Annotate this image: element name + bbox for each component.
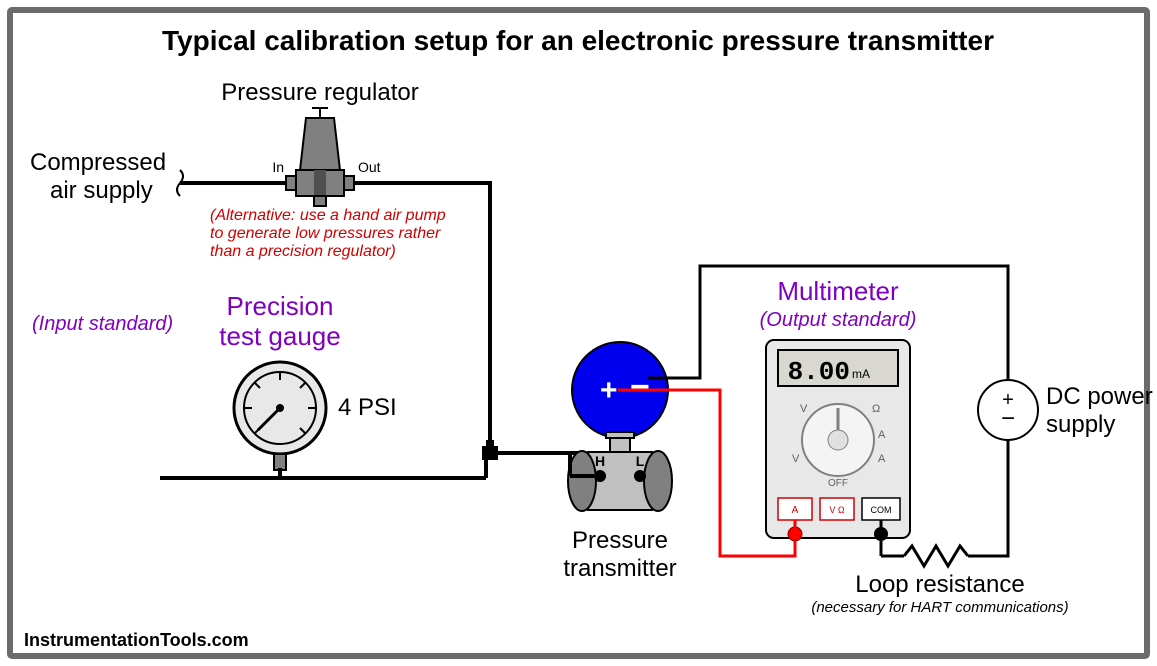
svg-text:+: + xyxy=(600,374,618,407)
svg-text:V: V xyxy=(792,453,800,465)
multimeter-label: Multimeter xyxy=(777,276,899,306)
output-standard-label: (Output standard) xyxy=(760,309,917,331)
loop-resistance-label: Loop resistance xyxy=(855,571,1024,598)
svg-text:OFF: OFF xyxy=(828,478,848,489)
regulator-label: Pressure regulator xyxy=(221,79,418,106)
svg-text:−: − xyxy=(630,368,650,406)
svg-text:mA: mA xyxy=(852,367,870,381)
svg-text:COM: COM xyxy=(871,505,892,515)
test-gauge-label: test gauge xyxy=(219,321,340,351)
reg-in-label: In xyxy=(272,159,284,175)
diagram-title: Typical calibration setup for an electro… xyxy=(162,25,994,56)
dc-label-1: DC power xyxy=(1046,383,1153,410)
input-standard-label: (Input standard) xyxy=(32,313,173,335)
gauge-reading: 4 PSI xyxy=(338,394,397,421)
svg-text:Ω: Ω xyxy=(872,403,880,415)
diagram-canvas: Typical calibration setup for an electro… xyxy=(0,0,1157,666)
precision-label: Precision xyxy=(227,291,334,321)
svg-text:V Ω: V Ω xyxy=(829,505,845,515)
dc-power-supply: + − xyxy=(978,380,1038,440)
transmitter-l: L xyxy=(636,453,645,469)
air-supply-label-1: Compressed xyxy=(30,149,166,176)
multimeter: 8.00 mA V Ω V A OFF A A V Ω COM xyxy=(766,340,910,541)
svg-text:A: A xyxy=(878,453,886,465)
alternative-note-1: (Alternative: use a hand air pump xyxy=(210,207,446,224)
alternative-note-2: to generate low pressures rather xyxy=(210,225,441,242)
watermark: InstrumentationTools.com xyxy=(24,630,249,650)
transmitter-h: H xyxy=(595,453,605,469)
loop-note: (necessary for HART communications) xyxy=(811,599,1068,616)
transmitter-label-1: Pressure xyxy=(572,527,668,554)
reg-out-label: Out xyxy=(358,159,381,175)
svg-text:A: A xyxy=(792,505,799,516)
svg-text:8.00: 8.00 xyxy=(788,357,850,387)
air-supply-label-2: air supply xyxy=(50,177,153,204)
svg-text:−: − xyxy=(1001,405,1015,432)
transmitter-label-2: transmitter xyxy=(563,555,676,582)
dc-label-2: supply xyxy=(1046,411,1115,438)
svg-text:A: A xyxy=(878,429,886,441)
alternative-note-3: than a precision regulator) xyxy=(210,243,396,260)
svg-text:V: V xyxy=(800,403,808,415)
